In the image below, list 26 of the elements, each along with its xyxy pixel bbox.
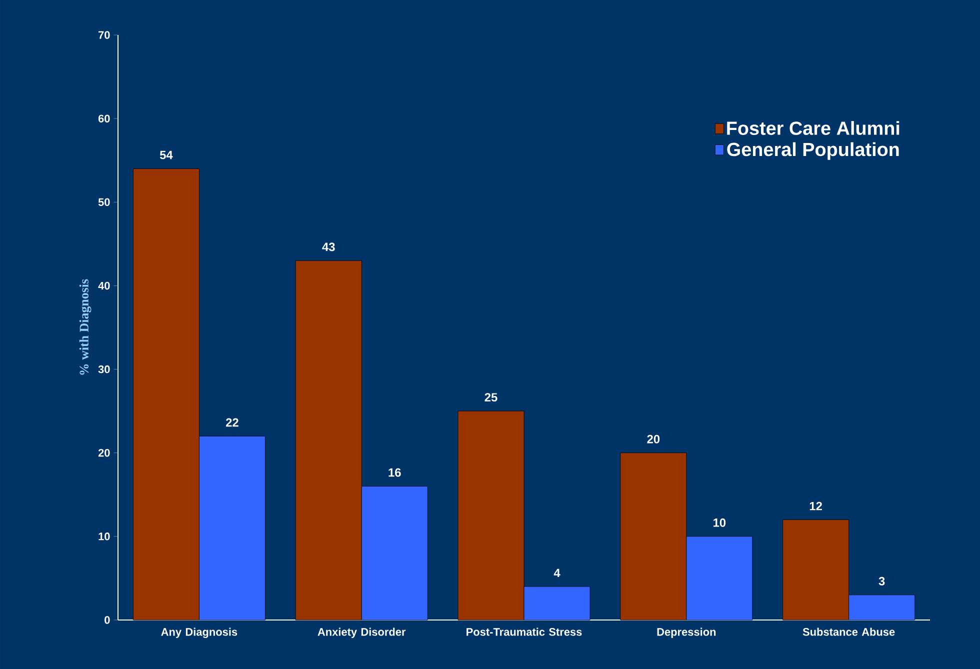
y-tick-label: 40	[98, 282, 110, 290]
x-tick-label: Any Diagnosis	[161, 628, 238, 638]
y-tick-label: 30	[98, 365, 110, 374]
y-tick-label: 20	[98, 448, 110, 457]
y-tick-label: 70	[98, 31, 110, 39]
y-tick-label: 0	[104, 616, 110, 624]
legend-label: Foster Care Alumni	[727, 121, 900, 135]
data-label: 10	[714, 518, 726, 527]
y-tick-label: 10	[98, 532, 110, 540]
data-label: 25	[484, 393, 498, 402]
x-tick-label: Post-Traumatic Stress	[466, 628, 582, 636]
y-tick-label: 50	[98, 198, 110, 206]
data-label: 3	[878, 576, 885, 586]
data-label: 16	[388, 468, 401, 477]
data-label: 22	[226, 418, 238, 427]
x-tick-label: Anxiety Disorder	[318, 628, 406, 638]
legend-label: General Population	[727, 142, 899, 160]
data-label: 20	[647, 434, 660, 444]
data-label: 54	[160, 150, 173, 160]
data-label: 4	[554, 568, 560, 578]
y-axis-title: % with Diagnosis	[79, 279, 92, 375]
data-label: 12	[810, 502, 822, 510]
x-tick-label: Substance Abuse	[802, 628, 895, 636]
x-tick-label: Depression	[657, 628, 716, 638]
data-label: 43	[322, 242, 335, 252]
y-tick-label: 60	[98, 114, 110, 122]
